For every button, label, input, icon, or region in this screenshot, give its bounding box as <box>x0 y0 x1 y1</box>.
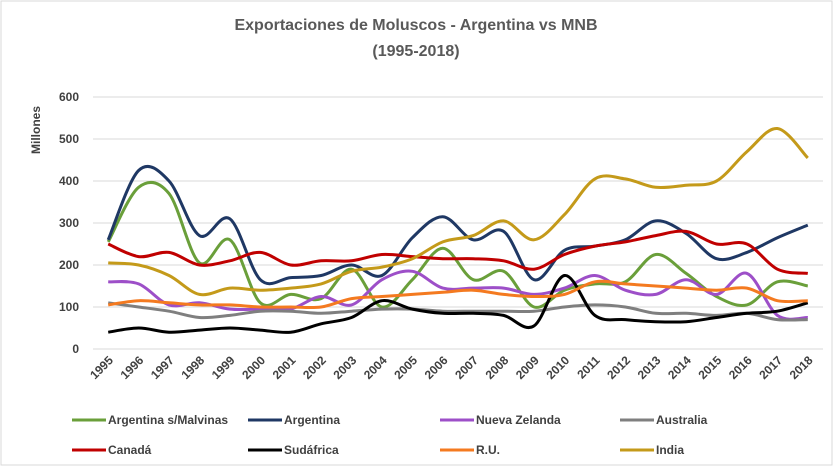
y-tick-label: 400 <box>59 174 79 188</box>
series-line <box>106 180 809 309</box>
chart-subtitle: (1995-2018) <box>372 43 459 60</box>
series-line <box>108 269 808 321</box>
legend-label: Argentina s/Malvinas <box>108 413 228 427</box>
series-line <box>108 127 809 297</box>
y-tick-label: 500 <box>59 132 79 146</box>
y-tick-label: 0 <box>72 342 79 356</box>
series-line <box>107 229 808 275</box>
series-line <box>107 279 808 310</box>
legend-label: Argentina <box>284 413 340 427</box>
legend-label: Australia <box>656 413 708 427</box>
legend-label: Sudáfrica <box>284 443 339 457</box>
legend-label: R.U. <box>476 443 500 457</box>
y-axis-label: Millones <box>29 106 43 154</box>
series-line <box>106 164 809 286</box>
y-tick-label: 100 <box>59 300 79 314</box>
legend-label: India <box>656 443 684 457</box>
y-tick-label: 600 <box>59 90 79 104</box>
legend-label: Canadá <box>108 443 152 457</box>
chart-title: Exportaciones de Moluscos - Argentina vs… <box>234 17 597 34</box>
y-tick-label: 300 <box>59 216 79 230</box>
series-line <box>108 301 808 322</box>
legend-label: Nueva Zelanda <box>476 413 561 427</box>
series-line <box>107 274 809 334</box>
y-tick-label: 200 <box>59 258 79 272</box>
